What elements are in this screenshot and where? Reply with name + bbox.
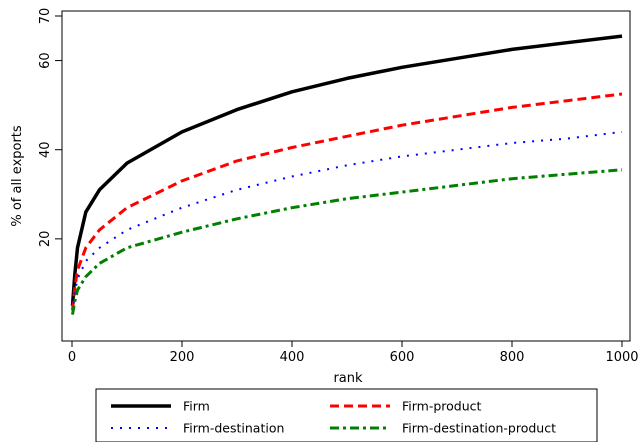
x-tick-label-600: 600	[390, 350, 415, 365]
legend-label-firm-destination-product: Firm-destination-product	[402, 421, 556, 436]
series-line-firm	[70, 34, 623, 306]
y-tick-label-70: 70	[38, 8, 53, 25]
legend-box	[95, 388, 598, 442]
y-tick-label-60: 60	[38, 52, 53, 69]
x-tick-label-0: 0	[68, 350, 76, 365]
legend-label-firm: Firm	[183, 399, 210, 414]
plot-area	[61, 10, 631, 342]
y-tick-label-20: 20	[38, 231, 53, 248]
legend-label-firm-destination: Firm-destination	[183, 421, 284, 436]
series-line-firm-destination-product	[71, 168, 623, 315]
y-axis: 20 40 60 70	[38, 8, 62, 247]
x-axis-label: rank	[333, 371, 363, 386]
x-tick-label-400: 400	[280, 350, 305, 365]
legend-label-firm-product: Firm-product	[402, 399, 482, 414]
x-tick-label-800: 800	[500, 350, 525, 365]
x-tick-label-200: 200	[170, 350, 195, 365]
series-line-firm-destination	[71, 130, 623, 313]
legend: Firm Firm-product Firm-destination Firm-des…	[95, 388, 598, 442]
x-axis: 0 200 400 600 800 1000	[68, 341, 639, 365]
series-line-firm-product	[71, 92, 623, 311]
y-tick-label-40: 40	[38, 141, 53, 158]
x-tick-label-1000: 1000	[605, 350, 638, 365]
y-axis-label: % of all exports	[10, 125, 25, 227]
series-group	[70, 34, 623, 315]
